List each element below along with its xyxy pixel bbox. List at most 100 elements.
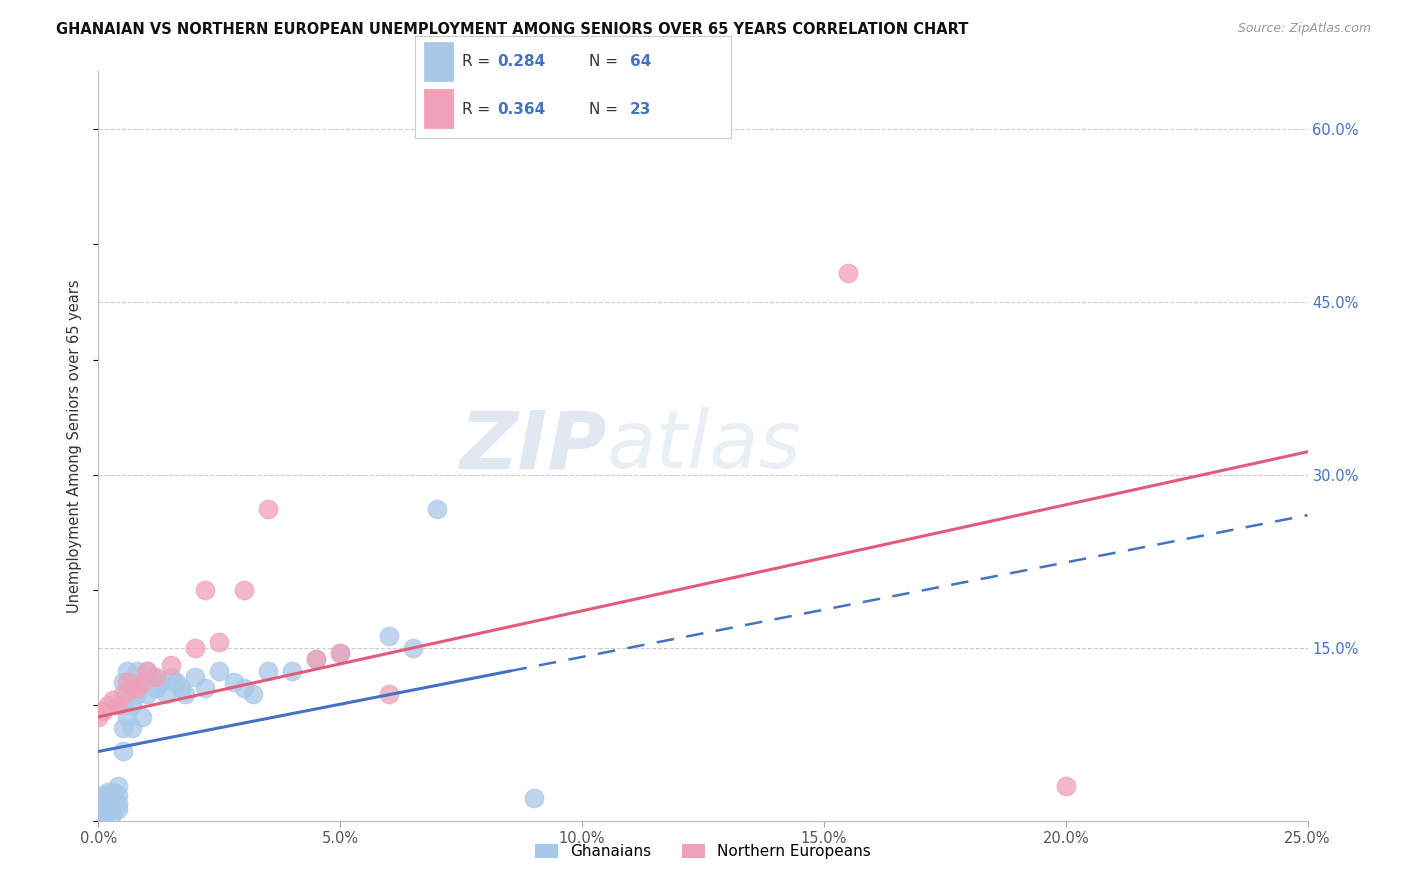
- Point: [160, 669, 183, 683]
- Point: [127, 681, 149, 695]
- Point: [111, 744, 134, 758]
- Point: [101, 805, 124, 820]
- Point: [256, 664, 278, 678]
- Point: [87, 802, 110, 816]
- Point: [121, 698, 143, 713]
- Point: [91, 789, 114, 803]
- Point: [208, 635, 231, 649]
- Point: [1054, 779, 1077, 793]
- Point: [426, 502, 449, 516]
- Point: [402, 640, 425, 655]
- Point: [377, 687, 399, 701]
- Point: [117, 710, 139, 724]
- Point: [91, 797, 114, 811]
- Point: [131, 675, 153, 690]
- Point: [127, 687, 149, 701]
- Point: [184, 669, 207, 683]
- Point: [97, 799, 120, 814]
- Bar: [425, 42, 453, 81]
- Point: [135, 664, 157, 678]
- Point: [174, 687, 197, 701]
- Point: [101, 790, 124, 805]
- Bar: [425, 89, 453, 128]
- Point: [91, 793, 114, 807]
- Legend: Ghanaians, Northern Europeans: Ghanaians, Northern Europeans: [529, 838, 877, 865]
- Point: [117, 675, 139, 690]
- Point: [117, 664, 139, 678]
- Point: [87, 710, 110, 724]
- Point: [837, 266, 859, 280]
- Point: [111, 698, 134, 713]
- Point: [222, 675, 245, 690]
- Point: [101, 692, 124, 706]
- Point: [169, 681, 191, 695]
- Point: [135, 664, 157, 678]
- Point: [232, 583, 254, 598]
- Point: [145, 681, 167, 695]
- Point: [281, 664, 304, 678]
- Point: [121, 681, 143, 695]
- Point: [305, 652, 328, 666]
- Text: GHANAIAN VS NORTHERN EUROPEAN UNEMPLOYMENT AMONG SENIORS OVER 65 YEARS CORRELATI: GHANAIAN VS NORTHERN EUROPEAN UNEMPLOYME…: [56, 22, 969, 37]
- Text: R =: R =: [463, 102, 495, 117]
- Text: Source: ZipAtlas.com: Source: ZipAtlas.com: [1237, 22, 1371, 36]
- Point: [91, 805, 114, 820]
- Point: [111, 675, 134, 690]
- Point: [145, 669, 167, 683]
- Point: [111, 687, 134, 701]
- Point: [91, 802, 114, 816]
- Point: [242, 687, 264, 701]
- Point: [107, 779, 129, 793]
- Point: [329, 647, 352, 661]
- Point: [97, 698, 120, 713]
- Point: [97, 805, 120, 819]
- Point: [184, 640, 207, 655]
- Point: [117, 687, 139, 701]
- Point: [107, 698, 129, 713]
- Point: [91, 704, 114, 718]
- Point: [165, 675, 187, 690]
- Point: [194, 583, 217, 598]
- Point: [87, 808, 110, 822]
- Text: ZIP: ZIP: [458, 407, 606, 485]
- Y-axis label: Unemployment Among Seniors over 65 years: Unemployment Among Seniors over 65 years: [67, 279, 83, 613]
- Point: [101, 797, 124, 811]
- Point: [121, 722, 143, 736]
- Text: 0.364: 0.364: [498, 102, 546, 117]
- Point: [107, 797, 129, 811]
- Point: [121, 675, 143, 690]
- Point: [131, 675, 153, 690]
- Point: [329, 647, 352, 661]
- Text: 23: 23: [630, 102, 651, 117]
- Point: [87, 805, 110, 819]
- Point: [97, 790, 120, 805]
- Point: [107, 789, 129, 803]
- Point: [194, 681, 217, 695]
- Point: [305, 652, 328, 666]
- Point: [107, 802, 129, 816]
- Text: 0.284: 0.284: [498, 54, 546, 69]
- Point: [91, 799, 114, 814]
- Point: [377, 629, 399, 643]
- Point: [135, 687, 157, 701]
- Point: [111, 722, 134, 736]
- Point: [232, 681, 254, 695]
- Text: N =: N =: [589, 102, 623, 117]
- Text: 64: 64: [630, 54, 651, 69]
- Point: [141, 669, 163, 683]
- Point: [127, 664, 149, 678]
- Point: [97, 797, 120, 811]
- Point: [160, 658, 183, 673]
- Point: [101, 802, 124, 816]
- Point: [155, 687, 177, 701]
- Point: [97, 785, 120, 799]
- Point: [208, 664, 231, 678]
- Text: N =: N =: [589, 54, 623, 69]
- Point: [101, 785, 124, 799]
- Point: [150, 675, 173, 690]
- Point: [131, 710, 153, 724]
- Point: [523, 790, 546, 805]
- Point: [87, 790, 110, 805]
- Point: [87, 797, 110, 811]
- Text: atlas: atlas: [606, 407, 801, 485]
